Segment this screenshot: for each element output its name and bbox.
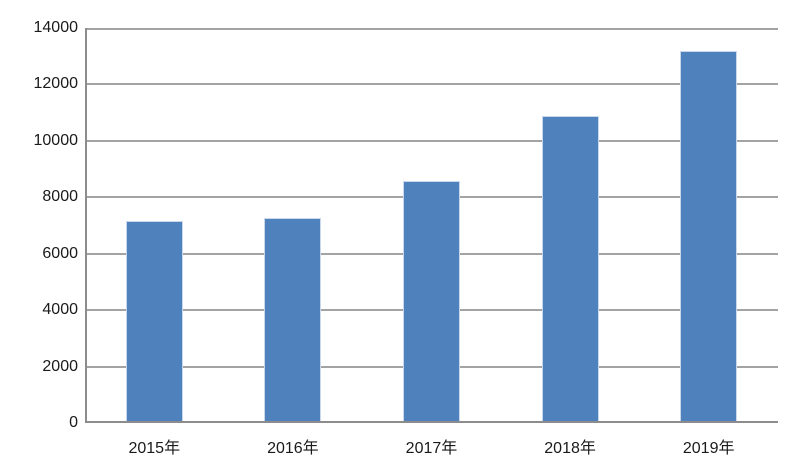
gridline [87,83,778,86]
gridline [87,28,778,30]
x-axis-tick-label: 2015年 [128,440,181,457]
x-axis-tick-label: 2016年 [267,440,319,457]
y-axis-tick-label: 6000 [42,244,78,262]
bar-2015年 [125,221,183,421]
gridline [87,139,778,142]
y-axis-tick-label: 0 [69,414,78,431]
y-axis-tick-label: 12000 [33,75,79,93]
bar-2016年 [264,218,322,421]
y-axis-tick-label: 14000 [33,19,79,36]
y-axis-tick-label: 4000 [42,301,78,319]
y-axis-tick-label: 2000 [42,357,78,375]
x-axis-tick-label: 2017年 [405,440,458,457]
x-axis-tick-label: 2019年 [682,440,735,457]
y-axis-tick-label: 8000 [42,188,78,206]
bar-2018年 [541,116,599,421]
x-axis-tick-label: 2018年 [544,440,596,457]
bar-2019年 [680,51,738,421]
bar-2017年 [403,181,460,421]
plot-area [85,28,778,423]
y-axis-tick-label: 10000 [33,131,79,149]
